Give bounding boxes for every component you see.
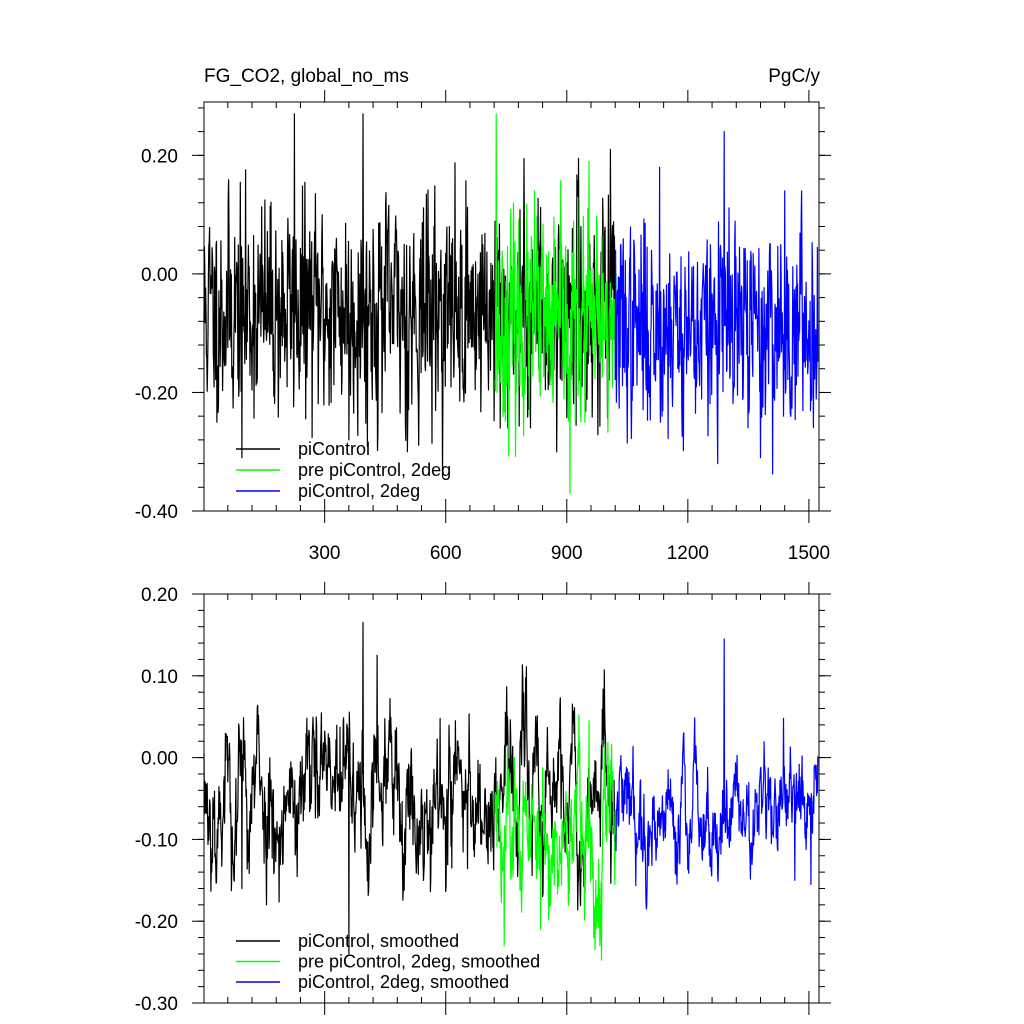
axis-ticks xyxy=(192,582,831,1015)
y-axis-labels: -0.40 -0.20 0.00 0.20 xyxy=(135,146,178,523)
series-line-2 xyxy=(614,638,819,910)
x-tick-label: 1200 xyxy=(667,543,709,564)
plot-frame xyxy=(203,593,820,1004)
legend-label-1: pre piControl, 2deg xyxy=(298,460,451,480)
series-line-1 xyxy=(494,113,617,494)
y-axis-labels: -0.30 -0.20 -0.10 0.00 0.10 0.20 xyxy=(135,585,178,1015)
series-line-2 xyxy=(614,131,819,475)
plot-lines xyxy=(203,113,819,494)
series-line-1 xyxy=(494,714,617,961)
y-tick-label: 0.00 xyxy=(141,749,178,770)
legend-label-2: piControl, 2deg, smoothed xyxy=(298,972,509,992)
plot-lines xyxy=(203,621,819,961)
x-tick-label: 600 xyxy=(430,543,462,564)
x-tick-label: 900 xyxy=(551,543,583,564)
panel-title: FG_CO2, global_no_ms xyxy=(204,66,409,87)
x-tick-label: 1500 xyxy=(788,543,830,564)
x-tick-label: 300 xyxy=(309,543,341,564)
legend-label-2: piControl, 2deg xyxy=(298,481,420,501)
x-axis-labels: 300 600 900 1200 1500 xyxy=(309,543,830,564)
axis-ticks xyxy=(192,90,831,523)
series-line-0 xyxy=(203,621,616,955)
y-tick-label: -0.10 xyxy=(135,830,178,851)
y-tick-label: 0.10 xyxy=(141,667,178,688)
panel-units: PgC/y xyxy=(768,66,820,87)
y-tick-label: 0.20 xyxy=(141,585,178,606)
legend-label-1: pre piControl, 2deg, smoothed xyxy=(298,952,540,972)
top-panel: FG_CO2, global_no_ms PgC/y -0.40 -0.20 0.0… xyxy=(135,66,831,564)
plot-frame xyxy=(203,101,820,512)
legend-label-0: piControl xyxy=(298,439,370,459)
y-tick-label: -0.40 xyxy=(135,502,178,523)
y-tick-label: -0.20 xyxy=(135,383,178,404)
bottom-panel: -0.30 -0.20 -0.10 0.00 0.10 0.20 piControl, s… xyxy=(135,582,831,1015)
y-tick-label: -0.20 xyxy=(135,912,178,933)
y-tick-label: 0.00 xyxy=(141,265,178,286)
series-line-0 xyxy=(203,113,616,478)
y-tick-label: 0.20 xyxy=(141,146,178,167)
legend-label-0: piControl, smoothed xyxy=(298,931,459,951)
y-tick-label: -0.30 xyxy=(135,994,178,1015)
